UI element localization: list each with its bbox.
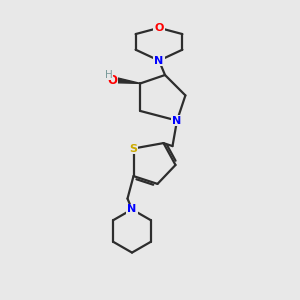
Text: O: O [154, 23, 164, 33]
Text: S: S [130, 143, 137, 154]
Text: N: N [154, 56, 164, 66]
Text: N: N [128, 204, 136, 214]
Polygon shape [118, 78, 140, 83]
Text: N: N [172, 116, 182, 126]
Text: H: H [105, 70, 113, 80]
Text: O: O [107, 74, 117, 87]
